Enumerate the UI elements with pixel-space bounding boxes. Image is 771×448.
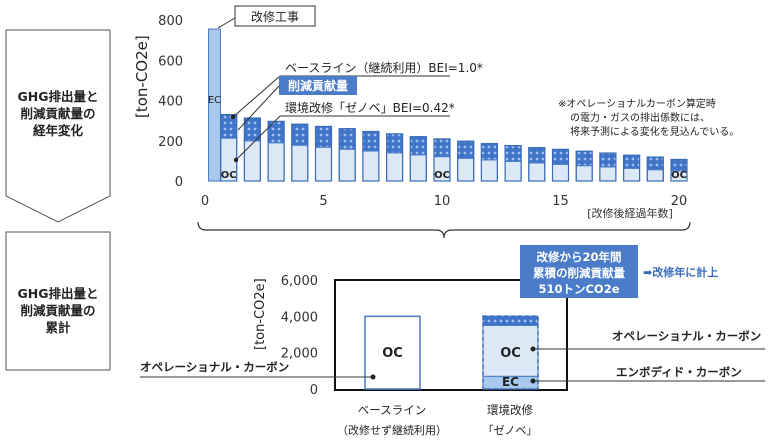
renovation-oc-dot: [530, 346, 536, 352]
baseline-bar: [504, 144, 522, 182]
renovation-ec-dot: [530, 378, 536, 384]
baseline-bar: [433, 138, 451, 182]
x-tick-label: 5: [319, 194, 327, 209]
renovation-label: 環境改修「ゼノベ」BEI=0.42*: [285, 100, 455, 115]
baseline-bar: [314, 125, 333, 182]
x-tick-label: 20: [671, 194, 688, 209]
oc-label: OC: [221, 170, 237, 181]
grouping-brace: [197, 221, 691, 239]
baseline-bar: [670, 158, 688, 182]
y-tick-label: 0: [310, 383, 318, 398]
baseline-bar: [291, 123, 309, 182]
category-label: ベースライン: [358, 403, 426, 417]
note-line: 将来予測による変化を見込んでいる。: [570, 125, 739, 138]
side-label-annual-line1: GHG排出量と: [17, 89, 99, 104]
baseline-bar: [220, 113, 238, 182]
x-axis-label: [改修後経過年数]: [587, 206, 673, 220]
y-tick-label: 2,000: [281, 347, 318, 362]
baseline-bar: [386, 133, 404, 182]
side-label-cumulative-line2: 削減貢献量の: [20, 303, 96, 318]
embodied-carbon-label-right: エンボディド・カーボン: [616, 365, 742, 379]
side-label-cumulative-line3: 累計: [45, 320, 71, 335]
y-tick-label: 600: [158, 54, 183, 69]
side-label-annual-text: GHG排出量と 削減貢献量の 経年変化: [6, 88, 110, 139]
plot-frame: [334, 279, 568, 391]
baseline-bar: [622, 154, 641, 182]
y-tick-label: 4,000: [281, 310, 318, 325]
oc-label: OC: [434, 170, 450, 181]
category-sublabel: （改修せず継続利用）: [337, 423, 447, 437]
baseline-bar: [243, 117, 261, 182]
renovation-outline: [482, 315, 539, 390]
baseline-bar: [362, 130, 380, 182]
y-tick-label: 0: [175, 175, 183, 190]
baseline-bar: [457, 140, 475, 182]
baseline-label: ベースライン（継続利用）BEI=1.0*: [285, 60, 483, 75]
y-tick-label: 400: [158, 95, 183, 110]
baseline-bar: [480, 142, 498, 182]
x-tick-label: 10: [434, 194, 451, 209]
renovation-oc-label: OC: [500, 346, 521, 361]
oc-label: OC: [671, 170, 687, 181]
operational-carbon-label-right: オペレーショナル・カーボン: [612, 329, 761, 343]
construction-callout-box: [234, 5, 316, 27]
y-tick-label: 800: [158, 14, 183, 29]
baseline-bar: [338, 128, 356, 182]
note-line: ※オペレーショナルカーボン算定時: [558, 97, 716, 110]
cumulative-callout-line: 改修から20年間: [536, 250, 621, 264]
cumulative-callout-box: [520, 245, 638, 298]
renovation-leader: [235, 115, 281, 161]
baseline-bar: [646, 156, 664, 182]
construction-callout-label: 改修工事: [251, 9, 299, 24]
baseline-oc-label: OC: [382, 346, 403, 361]
reduction-label-box: [279, 76, 357, 95]
baseline-bar: [551, 148, 570, 182]
category-label: 環境改修: [487, 403, 533, 417]
x-tick-label: 15: [552, 194, 569, 209]
ec-bar-label: EC: [208, 95, 221, 106]
reduction-leader: [237, 85, 280, 131]
cumulative-callout-line: 累積の削減貢献量: [533, 266, 625, 280]
baseline-bar: [599, 152, 617, 182]
operational-carbon-label-left: オペレーショナル・カーボン: [140, 360, 289, 374]
renovation-ec-label: EC: [502, 375, 519, 389]
baseline-bar: [409, 136, 427, 182]
category-sublabel: 「ゼノベ」: [483, 424, 538, 437]
side-label-cumulative-line1: GHG排出量と: [17, 286, 99, 301]
ec-bar: [207, 28, 221, 182]
y-axis-label: [ton-CO2e]: [133, 35, 151, 118]
reduction-label: 削減貢献量: [288, 78, 348, 93]
y-tick-label: 200: [158, 135, 183, 150]
y-tick-label: 6,000: [281, 274, 318, 289]
construction-leader: [217, 17, 236, 29]
renovation-dot: [233, 157, 239, 163]
baseline-bar: [575, 150, 593, 182]
cumulative-callout-line: 510トンCO2e: [538, 282, 619, 296]
baseline-leader: [232, 75, 281, 118]
x-tick-label: 0: [201, 194, 209, 209]
baseline-bar: [267, 120, 285, 182]
callout-note: ➡改修年に計上: [643, 265, 718, 279]
baseline-bar: [528, 146, 546, 182]
note-line: の電力・ガスの排出係数には、: [570, 111, 710, 124]
side-label-cumulative-text: GHG排出量と 削減貢献量の 累計: [6, 285, 110, 336]
y-axis-label: [ton-CO2e]: [253, 278, 268, 350]
side-label-annual-line2: 削減貢献量の: [20, 106, 96, 121]
baseline-dot: [230, 114, 236, 120]
side-label-annual-line3: 経年変化: [32, 123, 83, 138]
renovation-oc-bar: [482, 324, 539, 377]
renovation-reduction-bar: [482, 315, 539, 326]
